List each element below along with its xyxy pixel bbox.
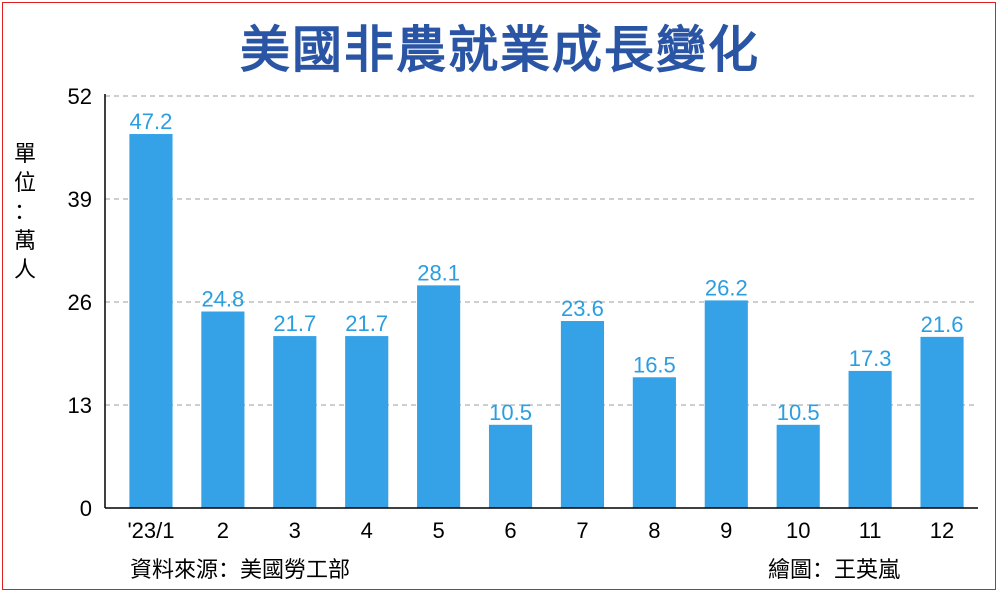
bar bbox=[201, 311, 245, 508]
data-label: 28.1 bbox=[417, 260, 460, 285]
bar bbox=[417, 285, 461, 508]
bar bbox=[848, 370, 892, 508]
x-tick-label: 5 bbox=[433, 518, 445, 543]
data-label: 21.7 bbox=[345, 311, 388, 336]
bar bbox=[488, 424, 533, 508]
data-labels: 47.2 24.8 21.7 21.7 28.1 10.5 23.6 16.5 26.2 10.5… bbox=[130, 109, 964, 425]
data-label: 17.3 bbox=[849, 346, 892, 371]
data-label: 16.5 bbox=[633, 352, 676, 377]
data-label: 10.5 bbox=[777, 400, 820, 425]
data-label: 23.6 bbox=[561, 296, 604, 321]
bar bbox=[273, 336, 317, 508]
x-tick-label: 3 bbox=[289, 518, 301, 543]
y-tick-label: 52 bbox=[68, 84, 92, 109]
source-note: 資料來源：美國勞工部 bbox=[130, 558, 351, 583]
bar bbox=[920, 336, 964, 508]
bar bbox=[129, 134, 173, 508]
bar bbox=[704, 300, 748, 508]
data-label: 47.2 bbox=[130, 109, 173, 134]
x-tick-label: 7 bbox=[576, 518, 588, 543]
x-tick-label: 10 bbox=[786, 518, 810, 543]
x-tick-label: 6 bbox=[504, 518, 516, 543]
data-label: 26.2 bbox=[705, 275, 748, 300]
y-tick-label: 39 bbox=[68, 187, 92, 212]
x-tick-label: 12 bbox=[930, 518, 954, 543]
x-tick-label: 2 bbox=[217, 518, 229, 543]
bar bbox=[560, 321, 605, 508]
bar bbox=[776, 424, 820, 508]
data-label: 21.7 bbox=[273, 311, 316, 336]
grid-lines bbox=[105, 95, 978, 406]
y-tick-label: 0 bbox=[80, 496, 92, 521]
bar bbox=[345, 336, 389, 508]
x-tick-label: 8 bbox=[648, 518, 660, 543]
data-label: 21.6 bbox=[921, 312, 964, 337]
y-tick-label: 26 bbox=[68, 290, 92, 315]
y-tick-label: 13 bbox=[68, 393, 92, 418]
data-label: 10.5 bbox=[489, 400, 532, 425]
x-tick-label: 4 bbox=[361, 518, 373, 543]
unit-label: 單 位 ： 萬 人 bbox=[13, 142, 36, 283]
x-tick-label: 11 bbox=[859, 518, 882, 543]
data-label: 24.8 bbox=[201, 287, 244, 312]
bar bbox=[632, 377, 676, 508]
axes: 0 13 26 39 52 '23/1 2 3 4 5 6 7 8 9 10 11 12 bbox=[68, 84, 978, 543]
bars bbox=[129, 134, 964, 508]
credit-note: 繪圖：王英嵐 bbox=[768, 558, 901, 583]
x-tick-label: 9 bbox=[720, 518, 732, 543]
x-tick-label: '23/1 bbox=[127, 518, 174, 543]
chart-title: 美國非農就業成長變化 bbox=[240, 21, 760, 79]
